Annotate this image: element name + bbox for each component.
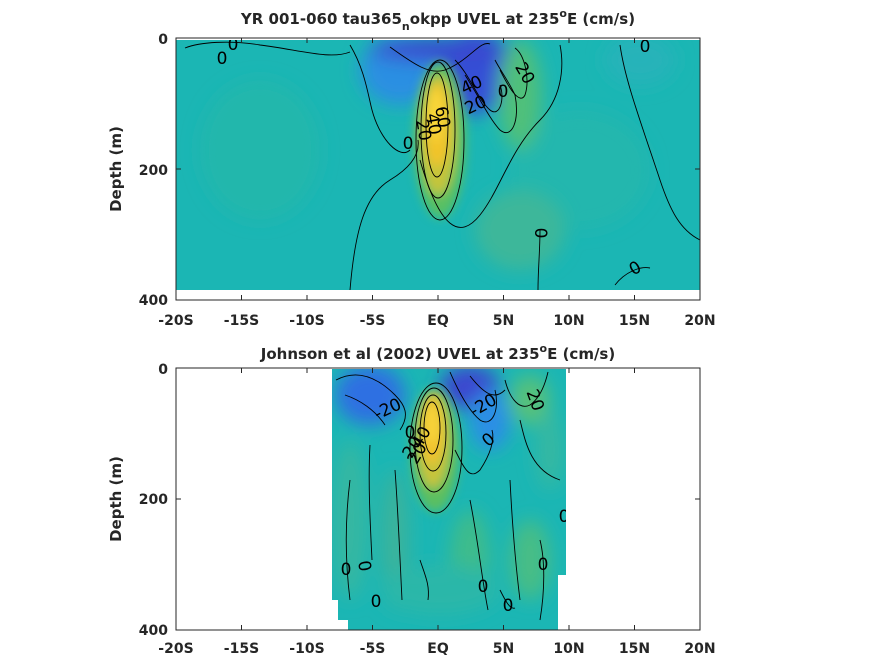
- bottom-contours: [335, 371, 561, 621]
- top-y-axis-label: Depth (m): [107, 126, 125, 212]
- y-tick-label: 200: [139, 492, 168, 508]
- top-field: 0 0 0 40 20 20 0 60 40 20 0 0 0: [176, 35, 700, 290]
- top-tick-marks: [175, 37, 701, 301]
- contour-label: 0: [559, 507, 570, 527]
- x-tick-label: EQ: [427, 313, 449, 329]
- contour-label: 0: [341, 560, 352, 580]
- top-x-tick-labels: -20S -15S -10S -5S EQ 5N 10N 15N 20N: [158, 313, 715, 329]
- x-tick-label: -15S: [224, 313, 259, 329]
- x-tick-label: -15S: [224, 641, 259, 656]
- x-tick-label: 20N: [684, 313, 715, 329]
- contour-label: 0: [371, 592, 382, 612]
- x-tick-label: 10N: [553, 641, 584, 656]
- contour-label: 0: [640, 37, 651, 57]
- y-tick-label: 200: [139, 163, 168, 179]
- contour-label: 0: [405, 423, 416, 443]
- contour-label: 0: [530, 228, 550, 239]
- x-tick-label: 10N: [553, 313, 584, 329]
- x-tick-label: -10S: [289, 313, 324, 329]
- y-tick-label: 0: [158, 362, 168, 378]
- contour-label: 0: [478, 577, 489, 597]
- x-tick-label: -10S: [289, 641, 324, 656]
- contour-label: 0: [498, 82, 509, 102]
- top-panel-title: YR 001-060 tau365nokpp UVEL at 235oE (cm…: [240, 7, 635, 33]
- bottom-y-axis-label: Depth (m): [107, 456, 125, 542]
- contour-label: 0: [353, 559, 375, 573]
- x-tick-label: 15N: [619, 641, 650, 656]
- x-tick-label: 15N: [619, 313, 650, 329]
- bottom-panel-title: Johnson et al (2002) UVEL at 235oE (cm/s…: [260, 342, 615, 363]
- x-tick-label: 5N: [493, 641, 514, 656]
- bottom-tick-marks: [175, 367, 701, 631]
- contour-label: 0: [503, 596, 514, 616]
- contour-label: 20: [411, 118, 434, 143]
- contour-label: 0: [217, 49, 228, 69]
- y-tick-label: 400: [139, 293, 168, 309]
- bottom-x-tick-labels: -20S -15S -10S -5S EQ 5N 10N 15N 20N: [158, 641, 715, 656]
- x-tick-label: 20N: [684, 641, 715, 656]
- x-tick-label: -20S: [158, 313, 193, 329]
- bottom-field: -20 -20 20 0 20 40 20 0 0 0 0 0 0 0 0: [332, 369, 570, 630]
- top-contours: [184, 41, 700, 290]
- contour-label: 0: [403, 134, 414, 154]
- x-tick-label: 5N: [493, 313, 514, 329]
- x-tick-label: -5S: [360, 313, 386, 329]
- x-tick-label: -5S: [360, 641, 386, 656]
- y-tick-label: 0: [158, 32, 168, 48]
- y-tick-label: 400: [139, 623, 168, 639]
- contour-label: 0: [228, 35, 239, 55]
- contour-label: 0: [538, 555, 549, 575]
- bottom-y-tick-labels: 0 200 400: [139, 362, 168, 639]
- x-tick-label: -20S: [158, 641, 193, 656]
- top-panel: YR 001-060 tau365nokpp UVEL at 235oE (cm…: [107, 7, 716, 329]
- x-tick-label: EQ: [427, 641, 449, 656]
- top-y-tick-labels: 0 200 400: [139, 32, 168, 309]
- contour-label: 40: [421, 112, 444, 137]
- bottom-panel: Johnson et al (2002) UVEL at 235oE (cm/s…: [107, 342, 716, 656]
- contour-label: 60: [430, 105, 453, 130]
